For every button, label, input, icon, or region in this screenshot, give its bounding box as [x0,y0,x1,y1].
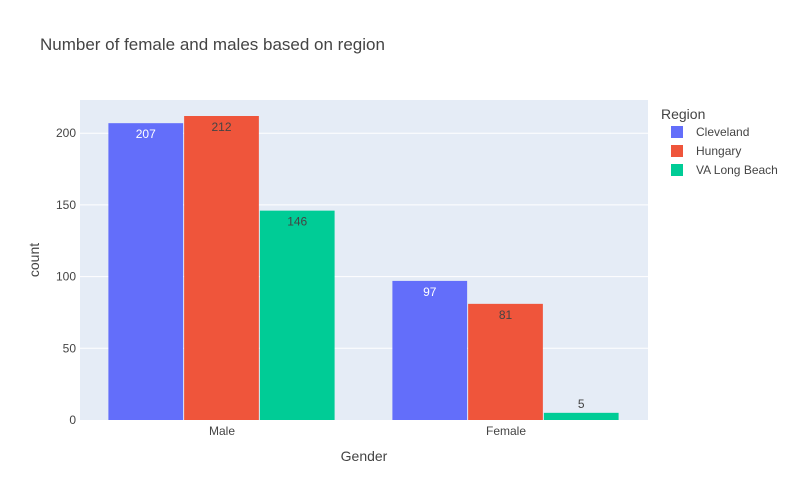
legend-swatch[interactable] [671,126,683,138]
bar [184,116,259,420]
legend-item-label[interactable]: Cleveland [696,125,749,139]
bar-value-label: 5 [578,397,585,411]
bar-value-label: 207 [136,127,156,141]
bar-labels: 207 212 146 97 81 5 [136,120,585,411]
x-tick-label: Female [486,424,526,438]
y-tick-label: 200 [56,126,76,140]
y-tick-label: 50 [63,341,77,355]
bar [108,123,184,421]
y-tick-label: 100 [56,270,76,284]
bar [392,280,468,420]
y-axis-title: count [26,243,42,277]
legend-item-label[interactable]: VA Long Beach [696,163,778,177]
x-axis-title: Gender [341,448,388,464]
bar-value-label: 146 [287,215,307,229]
legend-item-label[interactable]: Hungary [696,144,741,158]
bar [259,210,335,420]
bar [543,412,619,420]
bar-value-label: 212 [211,120,231,134]
chart-title: Number of female and males based on regi… [40,35,385,54]
x-tick-label: Male [209,424,235,438]
bar-value-label: 81 [499,308,513,322]
y-tick-label: 0 [69,413,76,427]
x-axis-ticks: Male Female [209,424,526,438]
legend-swatch[interactable] [671,145,683,157]
bar [468,303,543,420]
legend-title: Region [661,106,705,122]
legend-swatch[interactable] [671,164,683,176]
y-tick-label: 150 [56,198,76,212]
y-axis-ticks: 0 50 100 150 200 [56,126,76,427]
bar-value-label: 97 [423,285,437,299]
bars [108,116,619,421]
legend: Region Cleveland Hungary VA Long Beach [661,106,778,177]
